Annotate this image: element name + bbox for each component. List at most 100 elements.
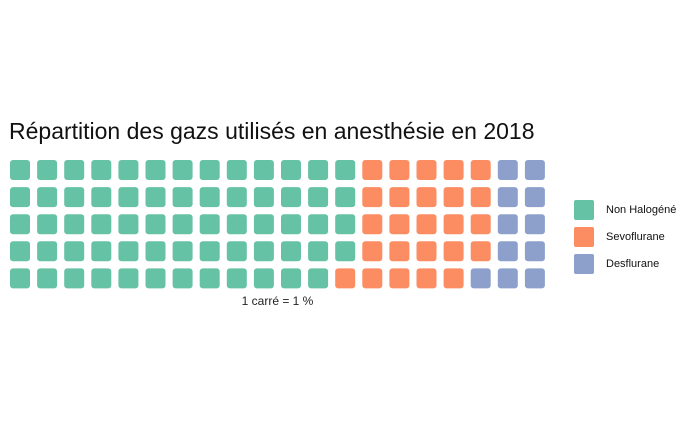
waffle-square bbox=[253, 268, 274, 289]
waffle-square bbox=[199, 268, 220, 289]
waffle-square bbox=[362, 160, 383, 180]
waffle-square bbox=[416, 241, 437, 262]
waffle-square bbox=[362, 214, 383, 235]
legend: Non Halogéné Sevoflurane Desflurane bbox=[574, 196, 676, 277]
waffle-square bbox=[253, 241, 274, 262]
waffle-square bbox=[199, 214, 220, 235]
waffle-square bbox=[281, 187, 301, 208]
waffle-square bbox=[118, 214, 139, 235]
waffle-square bbox=[37, 187, 58, 208]
legend-label: Desflurane bbox=[606, 257, 660, 270]
waffle-square bbox=[281, 160, 301, 180]
waffle-square bbox=[172, 187, 193, 208]
waffle-square bbox=[308, 160, 329, 180]
waffle-square bbox=[281, 214, 301, 235]
waffle-square bbox=[416, 268, 437, 289]
chart-title: Répartition des gazs utilisés en anesthé… bbox=[9, 118, 535, 144]
waffle-square bbox=[199, 160, 220, 180]
waffle-square bbox=[416, 160, 437, 180]
chart-caption: 1 carré = 1 % bbox=[241, 294, 314, 308]
waffle-square bbox=[470, 268, 491, 289]
legend-item-non-halogene: Non Halogéné bbox=[574, 196, 676, 223]
waffle-square bbox=[64, 187, 85, 208]
waffle-square bbox=[335, 214, 356, 235]
waffle-square bbox=[64, 241, 85, 262]
waffle-square bbox=[524, 241, 545, 262]
waffle-square bbox=[443, 241, 464, 262]
waffle-square bbox=[389, 160, 410, 180]
waffle-square bbox=[362, 241, 383, 262]
waffle-square bbox=[470, 160, 491, 180]
waffle-square bbox=[416, 214, 437, 235]
waffle-square bbox=[145, 160, 166, 180]
waffle-square bbox=[91, 187, 112, 208]
waffle-square bbox=[199, 241, 220, 262]
waffle-square bbox=[37, 214, 58, 235]
waffle-square bbox=[308, 214, 329, 235]
waffle-square bbox=[497, 241, 518, 262]
waffle-square bbox=[470, 214, 491, 235]
waffle-square bbox=[64, 214, 85, 235]
waffle-square bbox=[362, 268, 383, 289]
waffle-square bbox=[118, 268, 139, 289]
legend-swatch bbox=[574, 199, 594, 220]
waffle-square bbox=[416, 187, 437, 208]
legend-label: Sevoflurane bbox=[606, 230, 665, 243]
waffle-square bbox=[335, 187, 356, 208]
waffle-grid bbox=[10, 160, 545, 289]
legend-item-sevoflurane: Sevoflurane bbox=[574, 223, 676, 250]
waffle-square bbox=[335, 241, 356, 262]
waffle-square bbox=[281, 268, 301, 289]
waffle-square bbox=[443, 268, 464, 289]
waffle-square bbox=[497, 187, 518, 208]
waffle-square bbox=[281, 241, 301, 262]
waffle-square bbox=[389, 214, 410, 235]
waffle-square bbox=[10, 268, 30, 289]
waffle-square bbox=[118, 187, 139, 208]
waffle-square bbox=[37, 268, 58, 289]
waffle-square bbox=[226, 187, 247, 208]
waffle-square bbox=[199, 187, 220, 208]
waffle-square bbox=[524, 160, 545, 180]
waffle-square bbox=[37, 160, 58, 180]
waffle-square bbox=[524, 268, 545, 289]
waffle-square bbox=[253, 214, 274, 235]
waffle-square bbox=[37, 241, 58, 262]
waffle-square bbox=[226, 160, 247, 180]
waffle-square bbox=[443, 187, 464, 208]
waffle-square bbox=[172, 160, 193, 180]
waffle-square bbox=[470, 241, 491, 262]
waffle-square bbox=[145, 241, 166, 262]
waffle-square bbox=[308, 241, 329, 262]
waffle-square bbox=[497, 268, 518, 289]
waffle-square bbox=[91, 241, 112, 262]
legend-swatch bbox=[574, 253, 594, 274]
waffle-square bbox=[226, 268, 247, 289]
waffle-square bbox=[145, 187, 166, 208]
waffle-square bbox=[145, 214, 166, 235]
waffle-square bbox=[226, 241, 247, 262]
waffle-square bbox=[10, 214, 30, 235]
waffle-square bbox=[362, 187, 383, 208]
legend-label: Non Halogéné bbox=[606, 203, 677, 216]
waffle-square bbox=[524, 214, 545, 235]
waffle-square bbox=[443, 214, 464, 235]
waffle-square bbox=[145, 268, 166, 289]
waffle-square bbox=[497, 214, 518, 235]
waffle-square bbox=[91, 160, 112, 180]
legend-swatch bbox=[574, 226, 594, 247]
waffle-square bbox=[497, 160, 518, 180]
waffle-square bbox=[308, 268, 329, 289]
waffle-square bbox=[91, 268, 112, 289]
waffle-square bbox=[253, 160, 274, 180]
waffle-square bbox=[389, 268, 410, 289]
waffle-square bbox=[64, 268, 85, 289]
waffle-square bbox=[10, 241, 30, 262]
waffle-square bbox=[335, 268, 356, 289]
waffle-square bbox=[91, 214, 112, 235]
waffle-square bbox=[172, 214, 193, 235]
waffle-square bbox=[10, 160, 30, 180]
waffle-square bbox=[253, 187, 274, 208]
waffle-square bbox=[172, 268, 193, 289]
waffle-square bbox=[389, 241, 410, 262]
